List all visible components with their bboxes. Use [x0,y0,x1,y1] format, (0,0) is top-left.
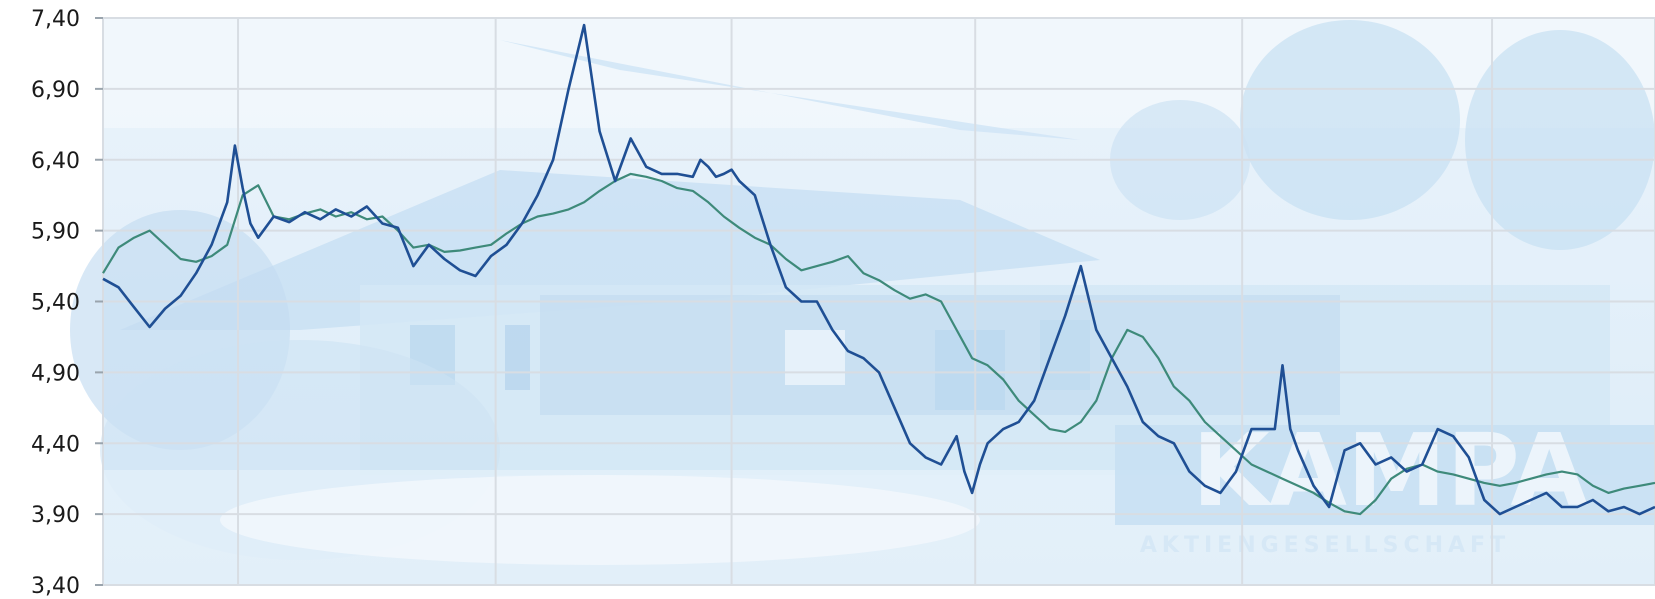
series-line-secondary [102,172,1655,516]
y-tick-label: 5,90 [31,220,80,245]
y-tick-label: 6,40 [31,149,80,174]
series-group [102,23,1655,516]
y-tick-label: 6,90 [31,78,80,103]
background-watermark: KAMPA AKTIENGESELLSCHAFT [70,18,1655,585]
y-tick-label: 5,40 [31,291,80,316]
y-tick-label: 4,90 [31,361,80,386]
watermark-logo-subtext: AKTIENGESELLSCHAFT [1140,533,1510,558]
y-axis: 7,40 6,90 6,40 5,90 5,40 4,90 4,40 3,90 3,40 [31,7,103,599]
y-tick-label: 7,40 [31,7,80,32]
watermark-logo-text: KAMPA [1192,412,1588,529]
y-tick-label: 4,40 [31,432,80,457]
y-tick-label: 3,90 [31,503,80,528]
y-tick-label: 3,40 [31,574,80,599]
series-line-primary [102,23,1655,516]
